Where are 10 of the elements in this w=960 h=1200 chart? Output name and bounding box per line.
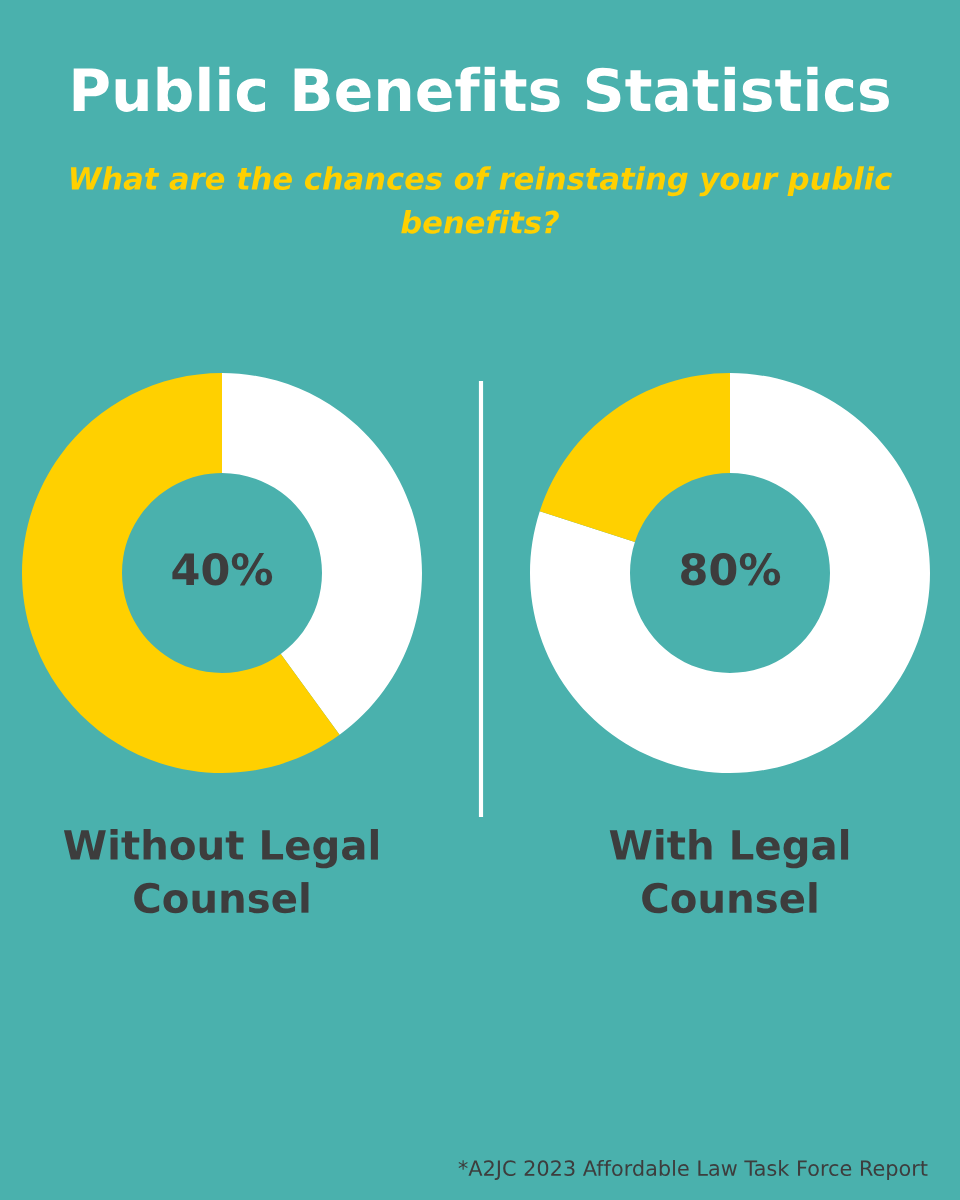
donut-slice [539,373,730,543]
text: Without Legal Counsel [63,829,378,914]
donut-slice [530,373,930,773]
chart-subtitle: What are the chances of reinstating your public benefits? [70,166,892,234]
data-label: 80% [681,552,781,586]
text: *A2JC 2023 Affordable Law Task Force Report [458,1159,928,1181]
data-label: 40% [172,552,273,586]
chart-title: Public Benefits Statistics [73,66,889,112]
text: With Legal Counsel [609,829,849,914]
donut-slice [22,373,340,773]
